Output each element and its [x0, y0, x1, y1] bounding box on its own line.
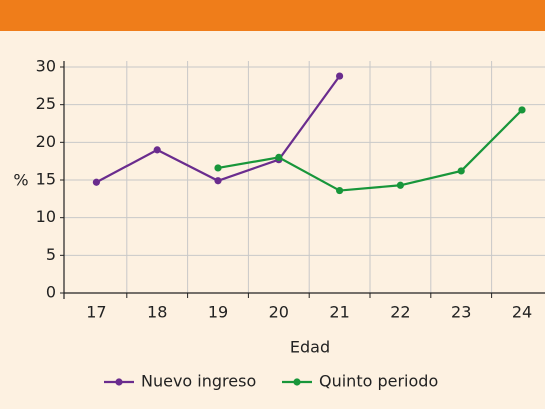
y-tick-label: 10 [36, 207, 56, 226]
data-point [214, 177, 222, 185]
x-tick-label: 22 [390, 303, 410, 322]
data-point [275, 153, 283, 161]
y-tick-label: 30 [36, 57, 56, 76]
x-axis-label: Edad [290, 338, 330, 357]
legend-marker [293, 378, 301, 386]
y-tick-label: 15 [36, 170, 56, 189]
legend-marker [115, 378, 123, 386]
x-tick-label: 24 [512, 303, 532, 322]
legend-label: Quinto periodo [319, 372, 438, 391]
x-tick-label: 21 [329, 303, 349, 322]
data-point [336, 186, 344, 195]
y-tick-label: 5 [46, 245, 56, 264]
data-point [214, 164, 222, 172]
data-point [457, 167, 465, 175]
y-tick-label: 20 [36, 132, 56, 151]
x-tick-label: 18 [147, 303, 167, 322]
legend-label: Nuevo ingreso [141, 372, 256, 391]
x-tick-label: 19 [208, 303, 228, 322]
x-tick-label: 23 [451, 303, 471, 322]
x-tick-label: 20 [269, 303, 289, 322]
y-tick-label: 25 [36, 94, 56, 113]
data-point [396, 181, 404, 189]
data-point [92, 178, 100, 186]
x-tick-label: 17 [86, 303, 106, 322]
series-line [217, 109, 523, 192]
data-point [336, 72, 344, 80]
y-axis-label: % [13, 171, 28, 190]
data-point [153, 146, 161, 154]
header-bar [0, 0, 545, 31]
y-tick-label: 0 [46, 283, 56, 302]
data-point [518, 106, 526, 114]
